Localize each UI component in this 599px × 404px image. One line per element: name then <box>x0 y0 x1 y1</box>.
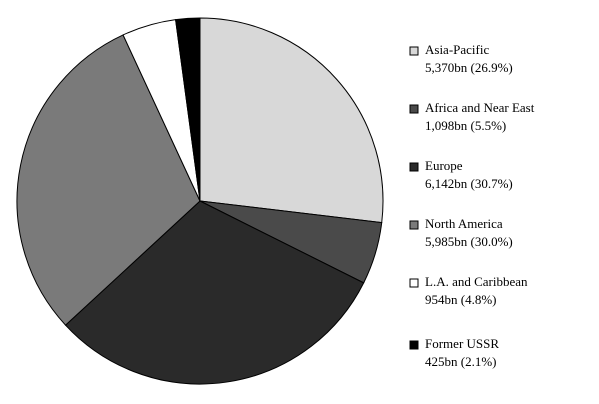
pie-slice <box>16 34 201 326</box>
legend-swatch <box>409 162 419 172</box>
legend-label: Europe <box>425 158 463 173</box>
pie-slice <box>175 17 201 202</box>
legend-label: North America <box>425 216 503 231</box>
legend-label: Asia-Pacific <box>425 42 489 57</box>
legend-label: Former USSR <box>425 336 499 351</box>
legend-value: 6,142bn (30.7%) <box>425 176 513 191</box>
legend-label: L.A. and Caribbean <box>425 274 528 289</box>
legend-swatch <box>409 104 419 114</box>
legend-label: Africa and Near East <box>425 100 535 115</box>
legend-value: 5,985bn (30.0%) <box>425 234 513 249</box>
legend-swatch <box>409 278 419 288</box>
pie-slice <box>64 200 365 385</box>
legend-swatch <box>409 340 419 350</box>
legend-value: 954bn (4.8%) <box>425 292 497 307</box>
legend-value: 1,098bn (5.5%) <box>425 118 506 133</box>
legend-swatch <box>409 220 419 230</box>
legend-swatch <box>409 46 419 56</box>
pie-slice <box>199 17 384 224</box>
legend-value: 5,370bn (26.9%) <box>425 60 513 75</box>
legend-value: 425bn (2.1%) <box>425 354 497 369</box>
